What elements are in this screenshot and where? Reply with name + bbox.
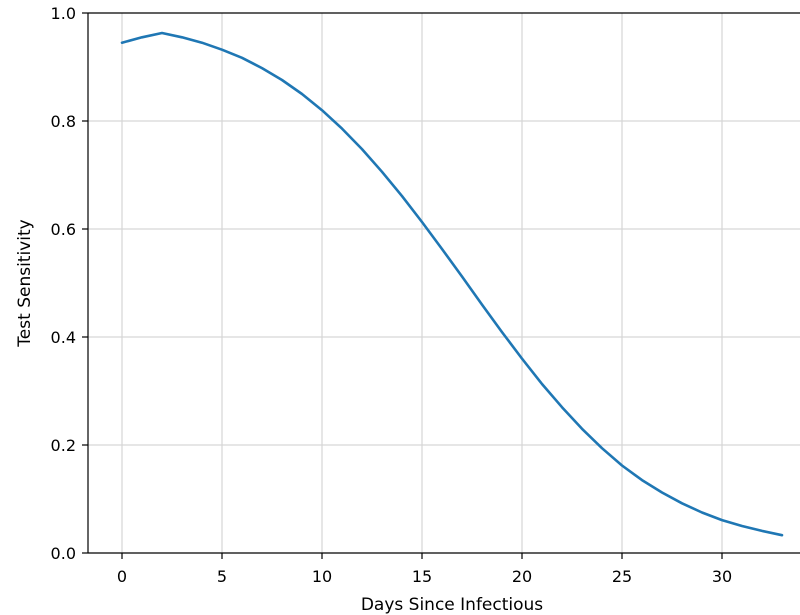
y-tick-label: 1.0 — [51, 4, 76, 23]
series-layer — [120, 31, 784, 537]
x-tick-label: 20 — [512, 567, 532, 586]
x-tick-label: 15 — [412, 567, 432, 586]
x-tick-label: 30 — [712, 567, 732, 586]
x-tick-label: 0 — [117, 567, 127, 586]
y-tick-label: 0.0 — [51, 544, 76, 563]
y-tick-label: 0.2 — [51, 436, 76, 455]
x-tick-label: 5 — [217, 567, 227, 586]
y-tick-label: 0.4 — [51, 328, 76, 347]
sensitivity-line — [120, 31, 784, 537]
x-tick-label: 10 — [312, 567, 332, 586]
grid-layer — [88, 13, 800, 553]
y-tick-label: 0.8 — [51, 112, 76, 131]
x-tick-label: 25 — [612, 567, 632, 586]
y-tick-label: 0.6 — [51, 220, 76, 239]
y-axis-label: Test Sensitivity — [15, 219, 35, 347]
tick-layer: 0 5 10 15 20 25 30 0.0 0.2 0.4 0.6 0.8 1.0 — [51, 4, 733, 586]
x-axis-label: Days Since Infectious — [361, 595, 543, 615]
axis-spines — [87, 12, 800, 554]
